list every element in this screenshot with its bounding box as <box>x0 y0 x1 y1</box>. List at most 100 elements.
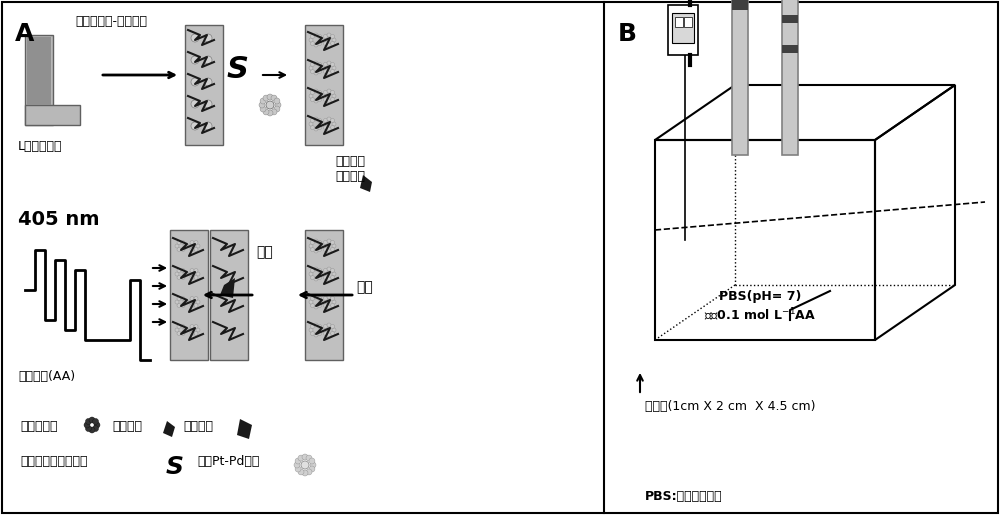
Circle shape <box>306 469 312 475</box>
Circle shape <box>314 127 318 131</box>
Circle shape <box>322 300 326 304</box>
Circle shape <box>332 244 336 248</box>
Bar <box>782 15 798 23</box>
Bar <box>672 13 694 43</box>
Circle shape <box>194 241 198 245</box>
Circle shape <box>181 297 185 301</box>
Circle shape <box>323 276 327 280</box>
Circle shape <box>332 94 336 98</box>
Circle shape <box>294 462 300 468</box>
Circle shape <box>177 324 181 329</box>
Bar <box>25 35 53 125</box>
Circle shape <box>310 91 314 94</box>
Bar <box>655 140 875 340</box>
Circle shape <box>331 91 335 94</box>
Circle shape <box>327 239 331 243</box>
Circle shape <box>181 241 185 245</box>
Circle shape <box>190 332 194 335</box>
Circle shape <box>204 100 212 108</box>
Circle shape <box>266 101 274 109</box>
Circle shape <box>306 455 312 461</box>
Circle shape <box>318 35 322 39</box>
Circle shape <box>318 118 322 123</box>
Circle shape <box>298 455 304 461</box>
Circle shape <box>183 328 187 332</box>
Circle shape <box>332 122 336 126</box>
Text: S: S <box>227 55 249 84</box>
Circle shape <box>314 249 318 253</box>
Circle shape <box>319 328 323 332</box>
Circle shape <box>327 305 331 309</box>
Circle shape <box>274 98 280 104</box>
Circle shape <box>310 268 314 272</box>
Circle shape <box>323 324 327 329</box>
Circle shape <box>327 43 331 47</box>
Circle shape <box>331 241 335 245</box>
Circle shape <box>260 98 266 104</box>
Circle shape <box>177 248 181 251</box>
Circle shape <box>175 328 179 332</box>
Circle shape <box>314 71 318 75</box>
Circle shape <box>310 126 314 130</box>
Circle shape <box>271 95 277 101</box>
Circle shape <box>309 300 313 304</box>
Text: 405 nm: 405 nm <box>18 210 100 229</box>
Circle shape <box>323 303 327 307</box>
Circle shape <box>327 249 331 253</box>
Text: 二硫化钼: 二硫化钼 <box>112 420 142 433</box>
Circle shape <box>204 78 212 86</box>
Circle shape <box>332 272 336 276</box>
Circle shape <box>309 466 315 472</box>
Polygon shape <box>220 278 235 298</box>
Circle shape <box>93 425 99 432</box>
Circle shape <box>332 300 336 304</box>
Circle shape <box>323 97 327 101</box>
Bar <box>170 230 208 360</box>
Circle shape <box>314 305 318 309</box>
Circle shape <box>190 241 194 245</box>
Circle shape <box>194 276 198 280</box>
Circle shape <box>318 332 322 336</box>
Circle shape <box>314 89 318 93</box>
Circle shape <box>310 324 314 329</box>
Circle shape <box>319 122 323 126</box>
Circle shape <box>318 42 322 45</box>
Circle shape <box>323 91 327 94</box>
Bar <box>684 17 692 27</box>
Circle shape <box>177 241 181 245</box>
Circle shape <box>322 272 326 276</box>
Circle shape <box>323 248 327 251</box>
Text: 洗脱: 洗脱 <box>357 280 373 294</box>
Circle shape <box>310 118 314 123</box>
Circle shape <box>191 100 199 108</box>
Circle shape <box>175 244 179 248</box>
Circle shape <box>318 297 322 300</box>
Circle shape <box>331 35 335 39</box>
Circle shape <box>331 248 335 251</box>
Circle shape <box>196 300 200 304</box>
Circle shape <box>332 328 336 332</box>
Text: 邻苯二胺
循环伏安: 邻苯二胺 循环伏安 <box>335 155 365 183</box>
Polygon shape <box>360 175 372 192</box>
Circle shape <box>275 102 281 108</box>
Circle shape <box>190 276 194 280</box>
Circle shape <box>301 461 309 469</box>
Bar <box>782 0 798 155</box>
Circle shape <box>327 323 331 327</box>
Circle shape <box>191 122 199 130</box>
Circle shape <box>310 462 316 468</box>
Circle shape <box>331 303 335 307</box>
Circle shape <box>181 268 185 272</box>
Circle shape <box>298 469 304 475</box>
Text: 比色皿(1cm X 2 cm  X 4.5 cm): 比色皿(1cm X 2 cm X 4.5 cm) <box>645 400 816 413</box>
Circle shape <box>271 109 277 115</box>
Circle shape <box>89 417 95 423</box>
Circle shape <box>177 276 181 280</box>
Circle shape <box>318 126 322 130</box>
Circle shape <box>85 419 91 424</box>
Circle shape <box>191 56 199 64</box>
Circle shape <box>323 70 327 74</box>
Circle shape <box>319 300 323 304</box>
Text: 氨基化多壁碳纳米管: 氨基化多壁碳纳米管 <box>20 455 88 468</box>
Circle shape <box>181 248 185 251</box>
